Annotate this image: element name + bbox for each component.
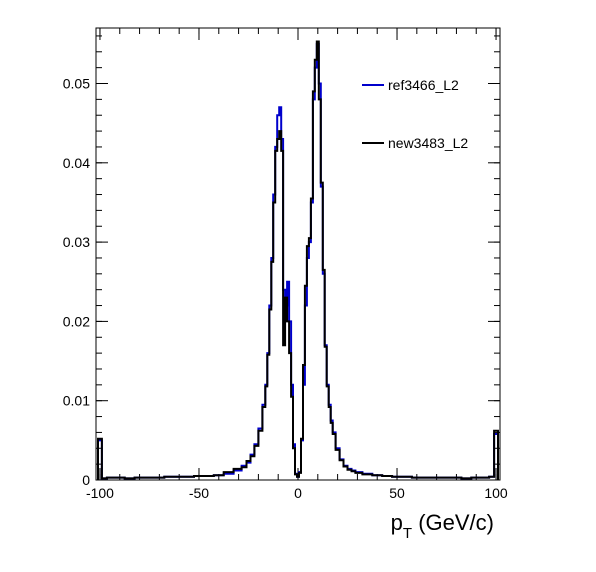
x-axis-title-unit: (GeV/c) — [412, 510, 494, 535]
x-axis: -100 -50 0 50 100 — [86, 28, 508, 501]
x-axis-title: pT (GeV/c) — [391, 510, 494, 542]
legend-box — [358, 58, 488, 182]
x-tick-label: 100 — [484, 485, 508, 501]
x-tick-label: 0 — [294, 485, 302, 501]
y-tick-label: 0 — [82, 472, 90, 488]
x-tick-label: 50 — [389, 485, 405, 501]
y-tick-label: 0.04 — [63, 155, 90, 171]
legend-label-new: new3483_L2 — [388, 135, 468, 151]
legend: ref3466_L2 new3483_L2 — [358, 58, 488, 182]
y-axis: 0 0.01 0.02 0.03 0.04 0.05 — [63, 35, 500, 488]
x-axis-title-main: p — [391, 510, 403, 535]
legend-label-ref: ref3466_L2 — [388, 77, 459, 93]
y-tick-label: 0.05 — [63, 76, 90, 92]
y-tick-label: 0.01 — [63, 393, 90, 409]
x-axis-title-sub: T — [403, 525, 412, 542]
series-layer — [97, 40, 499, 480]
y-tick-label: 0.02 — [63, 313, 90, 329]
y-tick-label: 0.03 — [63, 234, 90, 250]
series-line-1 — [97, 40, 499, 480]
x-tick-label: -50 — [189, 485, 209, 501]
x-tick-label: -100 — [86, 485, 114, 501]
